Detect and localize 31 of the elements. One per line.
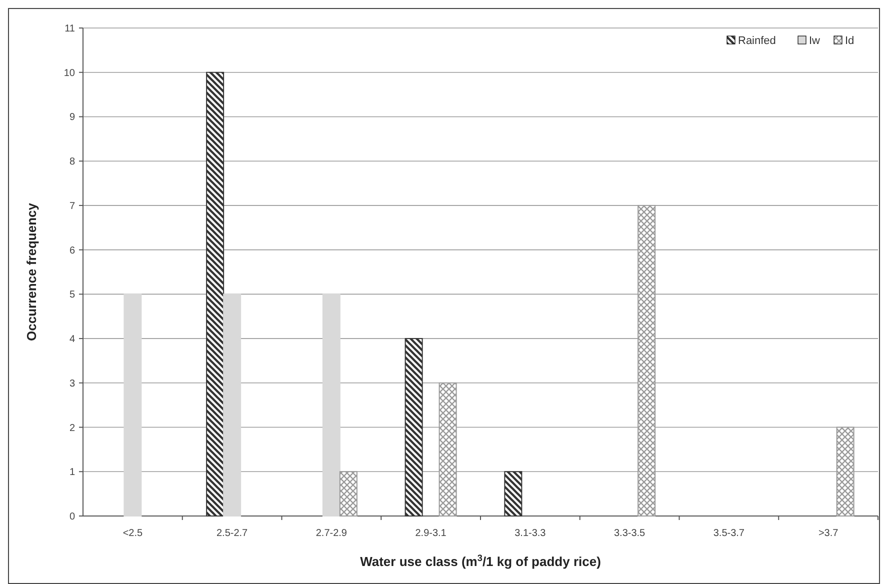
x-tick-label: 3.5-3.7 <box>713 528 745 539</box>
y-tick-label: 8 <box>69 156 76 168</box>
bar <box>206 72 224 516</box>
y-tick-label: 9 <box>69 112 76 124</box>
y-tick-label: 1 <box>69 467 76 478</box>
y-tick-label: 2 <box>69 422 76 434</box>
bar <box>223 294 242 516</box>
y-tick-label: 4 <box>69 334 76 346</box>
legend-label: Id <box>845 35 854 47</box>
x-tick-label: 3.1-3.3 <box>514 528 546 539</box>
x-axis-title: Water use class (m$^{3}$/1 kg of paddy rice) <box>360 553 601 569</box>
x-tick-label: <2.5 <box>122 528 143 539</box>
x-tick-label: 2.9-3.1 <box>415 528 447 539</box>
bar <box>124 294 142 516</box>
y-tick-label: 3 <box>69 378 76 390</box>
y-tick-label: 5 <box>69 290 76 301</box>
x-tick-label: 3.3-3.5 <box>614 528 646 539</box>
x-tick-label: 2.5-2.7 <box>216 528 248 539</box>
y-tick-label: 10 <box>64 68 76 79</box>
legend-label: Rainfed <box>738 35 776 47</box>
y-tick-label: 0 <box>69 512 76 522</box>
bar <box>322 294 340 516</box>
bar <box>404 338 423 516</box>
x-tick-label: 2.7-2.9 <box>316 528 348 539</box>
y-tick-label: 11 <box>64 24 76 34</box>
y-tick-label: 7 <box>69 200 76 212</box>
legend-label: Iw <box>809 35 820 47</box>
bar <box>504 471 522 516</box>
x-tick-label: >3.7 <box>818 528 839 539</box>
y-axis-title: Occurrence frequency <box>24 202 39 342</box>
y-tick-label: 6 <box>69 245 76 256</box>
